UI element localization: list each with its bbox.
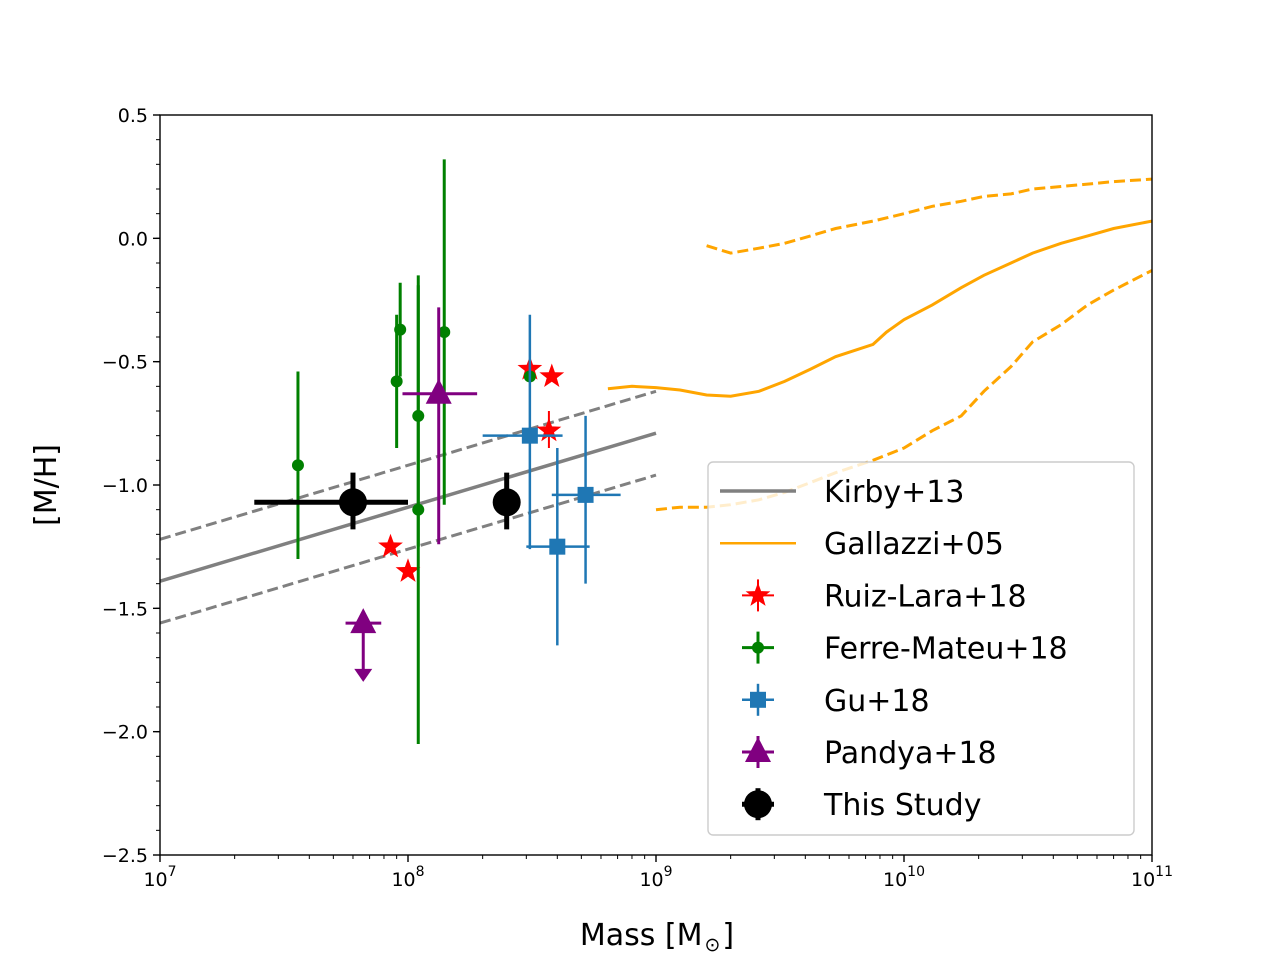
gu-18-point — [521, 427, 538, 444]
pandya-18-point — [350, 608, 377, 634]
legend-gu-18-marker — [750, 691, 766, 708]
ferre-mateu-18-point — [291, 459, 304, 472]
legend-pandya-18-label: Pandya+18 — [824, 736, 997, 771]
ferre-mateu-18-point — [390, 375, 403, 388]
legend-kirby-13-label: Kirby+13 — [824, 475, 964, 510]
legend-box — [707, 461, 1135, 836]
y-tick-label: 0.5 — [118, 105, 148, 127]
legend: Kirby+13 Gallazzi+05 Ruiz-Lara+18 Ferre-Mat… — [707, 461, 1135, 836]
legend-this-study-marker — [744, 790, 772, 819]
legend-this-study-label: This Study — [823, 788, 981, 823]
ferre-mateu-18-point — [438, 326, 451, 339]
gu-18-point — [577, 486, 594, 503]
pandya-18-limit-arrow — [354, 668, 373, 682]
x-tick-label: 107 — [143, 864, 176, 891]
y-tick-label: −1.0 — [102, 475, 148, 497]
legend-ferre-mateu-18-label: Ferre-Mateu+18 — [824, 632, 1068, 667]
ruiz-lara-18-point — [536, 417, 562, 442]
x-tick-label: 109 — [639, 864, 672, 891]
this-study-point — [338, 488, 367, 517]
line-kirby-13 — [160, 431, 657, 583]
y-axis-label: [M/H] — [29, 444, 64, 526]
legend-ruiz-lara-18-marker — [745, 582, 771, 606]
line-gallazzi-05 — [607, 219, 1152, 398]
gu-18-point — [549, 538, 566, 555]
y-tick-label: −2.5 — [102, 845, 148, 867]
legend-gallazzi-05-label: Gallazzi+05 — [824, 527, 1004, 562]
x-tick-label: 1010 — [883, 864, 925, 891]
this-study-point — [492, 488, 521, 517]
y-tick-label: 0.0 — [118, 228, 148, 250]
legend-gu-18-label: Gu+18 — [824, 684, 930, 719]
line-kirby-13-upper — [160, 389, 657, 541]
pandya-18-point — [425, 378, 452, 404]
ferre-mateu-18-point — [394, 323, 407, 336]
x-axis-label: Mass [M ⊙] — [580, 918, 734, 956]
x-tick-label: 1011 — [1131, 864, 1173, 891]
legend-entries: Kirby+13 Gallazzi+05 Ruiz-Lara+18 Ferre-Mat… — [720, 475, 1068, 823]
data-points — [254, 159, 621, 744]
ruiz-lara-18-point — [378, 533, 403, 558]
y-tick-label: −1.5 — [102, 598, 148, 620]
y-tick-label: −0.5 — [102, 352, 148, 374]
legend-ruiz-lara-18-label: Ruiz-Lara+18 — [824, 579, 1027, 614]
x-tick-label: 108 — [391, 864, 424, 891]
ruiz-lara-18-point — [395, 558, 421, 582]
y-tick-label: −2.0 — [102, 722, 148, 744]
legend-pandya-18-marker — [745, 737, 771, 762]
ruiz-lara-18-point — [539, 363, 565, 387]
line-kirby-13-lower — [160, 473, 657, 625]
reference-lines — [160, 177, 1152, 625]
legend-ferre-mateu-18-marker — [752, 641, 764, 654]
ferre-mateu-18-point — [412, 503, 425, 516]
axis-ticks: 107 108 109 1010 1011 0.5 0.0 −0.5 −1.0 −1.5 −2.0 −… — [102, 105, 1173, 891]
line-gallazzi-05-upper — [706, 177, 1152, 255]
